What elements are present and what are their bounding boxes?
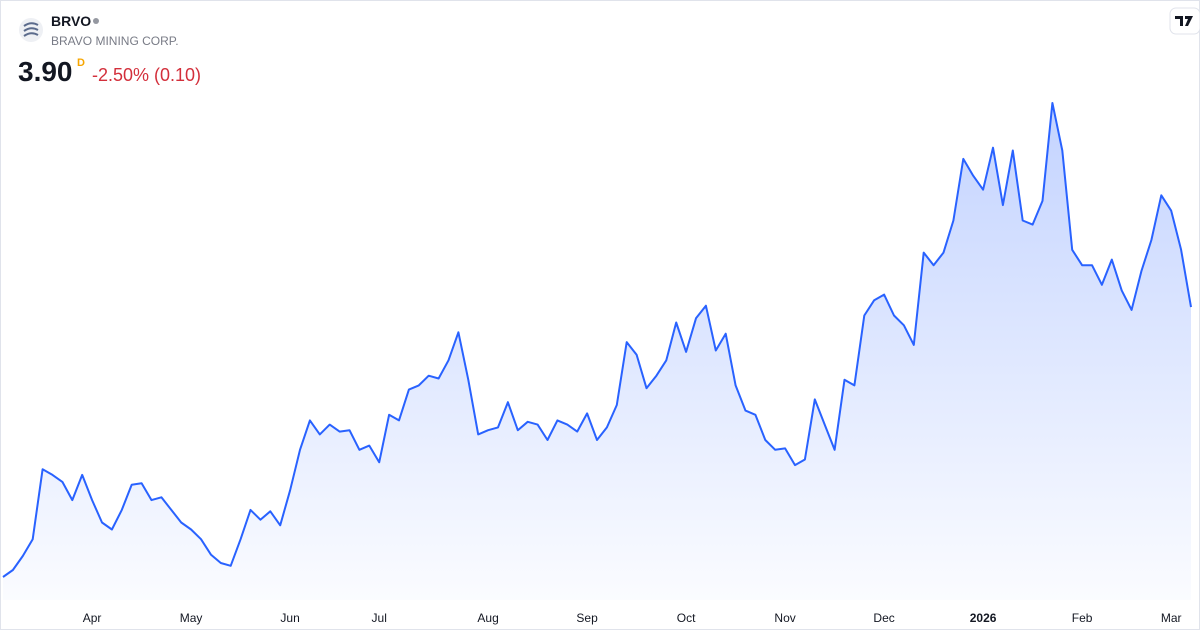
x-tick-label: Nov bbox=[774, 611, 795, 625]
x-tick-label: Jul bbox=[372, 611, 387, 625]
x-tick-label: Feb bbox=[1072, 611, 1093, 625]
x-tick-label: Jun bbox=[280, 611, 299, 625]
x-tick-label: Sep bbox=[576, 611, 598, 625]
x-tick-label: 2026 bbox=[970, 611, 997, 625]
x-tick-label: Mar bbox=[1161, 611, 1182, 625]
x-tick-label: May bbox=[180, 611, 203, 625]
x-tick-label: Oct bbox=[677, 611, 696, 625]
price: 3.90 bbox=[18, 56, 73, 87]
brand-logo bbox=[1169, 7, 1200, 35]
price-flag: D bbox=[77, 57, 85, 69]
x-tick-label: Dec bbox=[873, 611, 894, 625]
area-fill bbox=[3, 103, 1191, 600]
logo bbox=[19, 18, 43, 42]
company-name: BRAVO MINING CORP. bbox=[51, 34, 179, 48]
price-line bbox=[2, 102, 1192, 578]
x-tick-label: Apr bbox=[83, 611, 102, 625]
symbol: BRVO bbox=[51, 13, 91, 29]
status-dot bbox=[93, 18, 99, 24]
price-change: -2.50% (0.10) bbox=[92, 65, 201, 85]
x-tick-label: Aug bbox=[477, 611, 498, 625]
